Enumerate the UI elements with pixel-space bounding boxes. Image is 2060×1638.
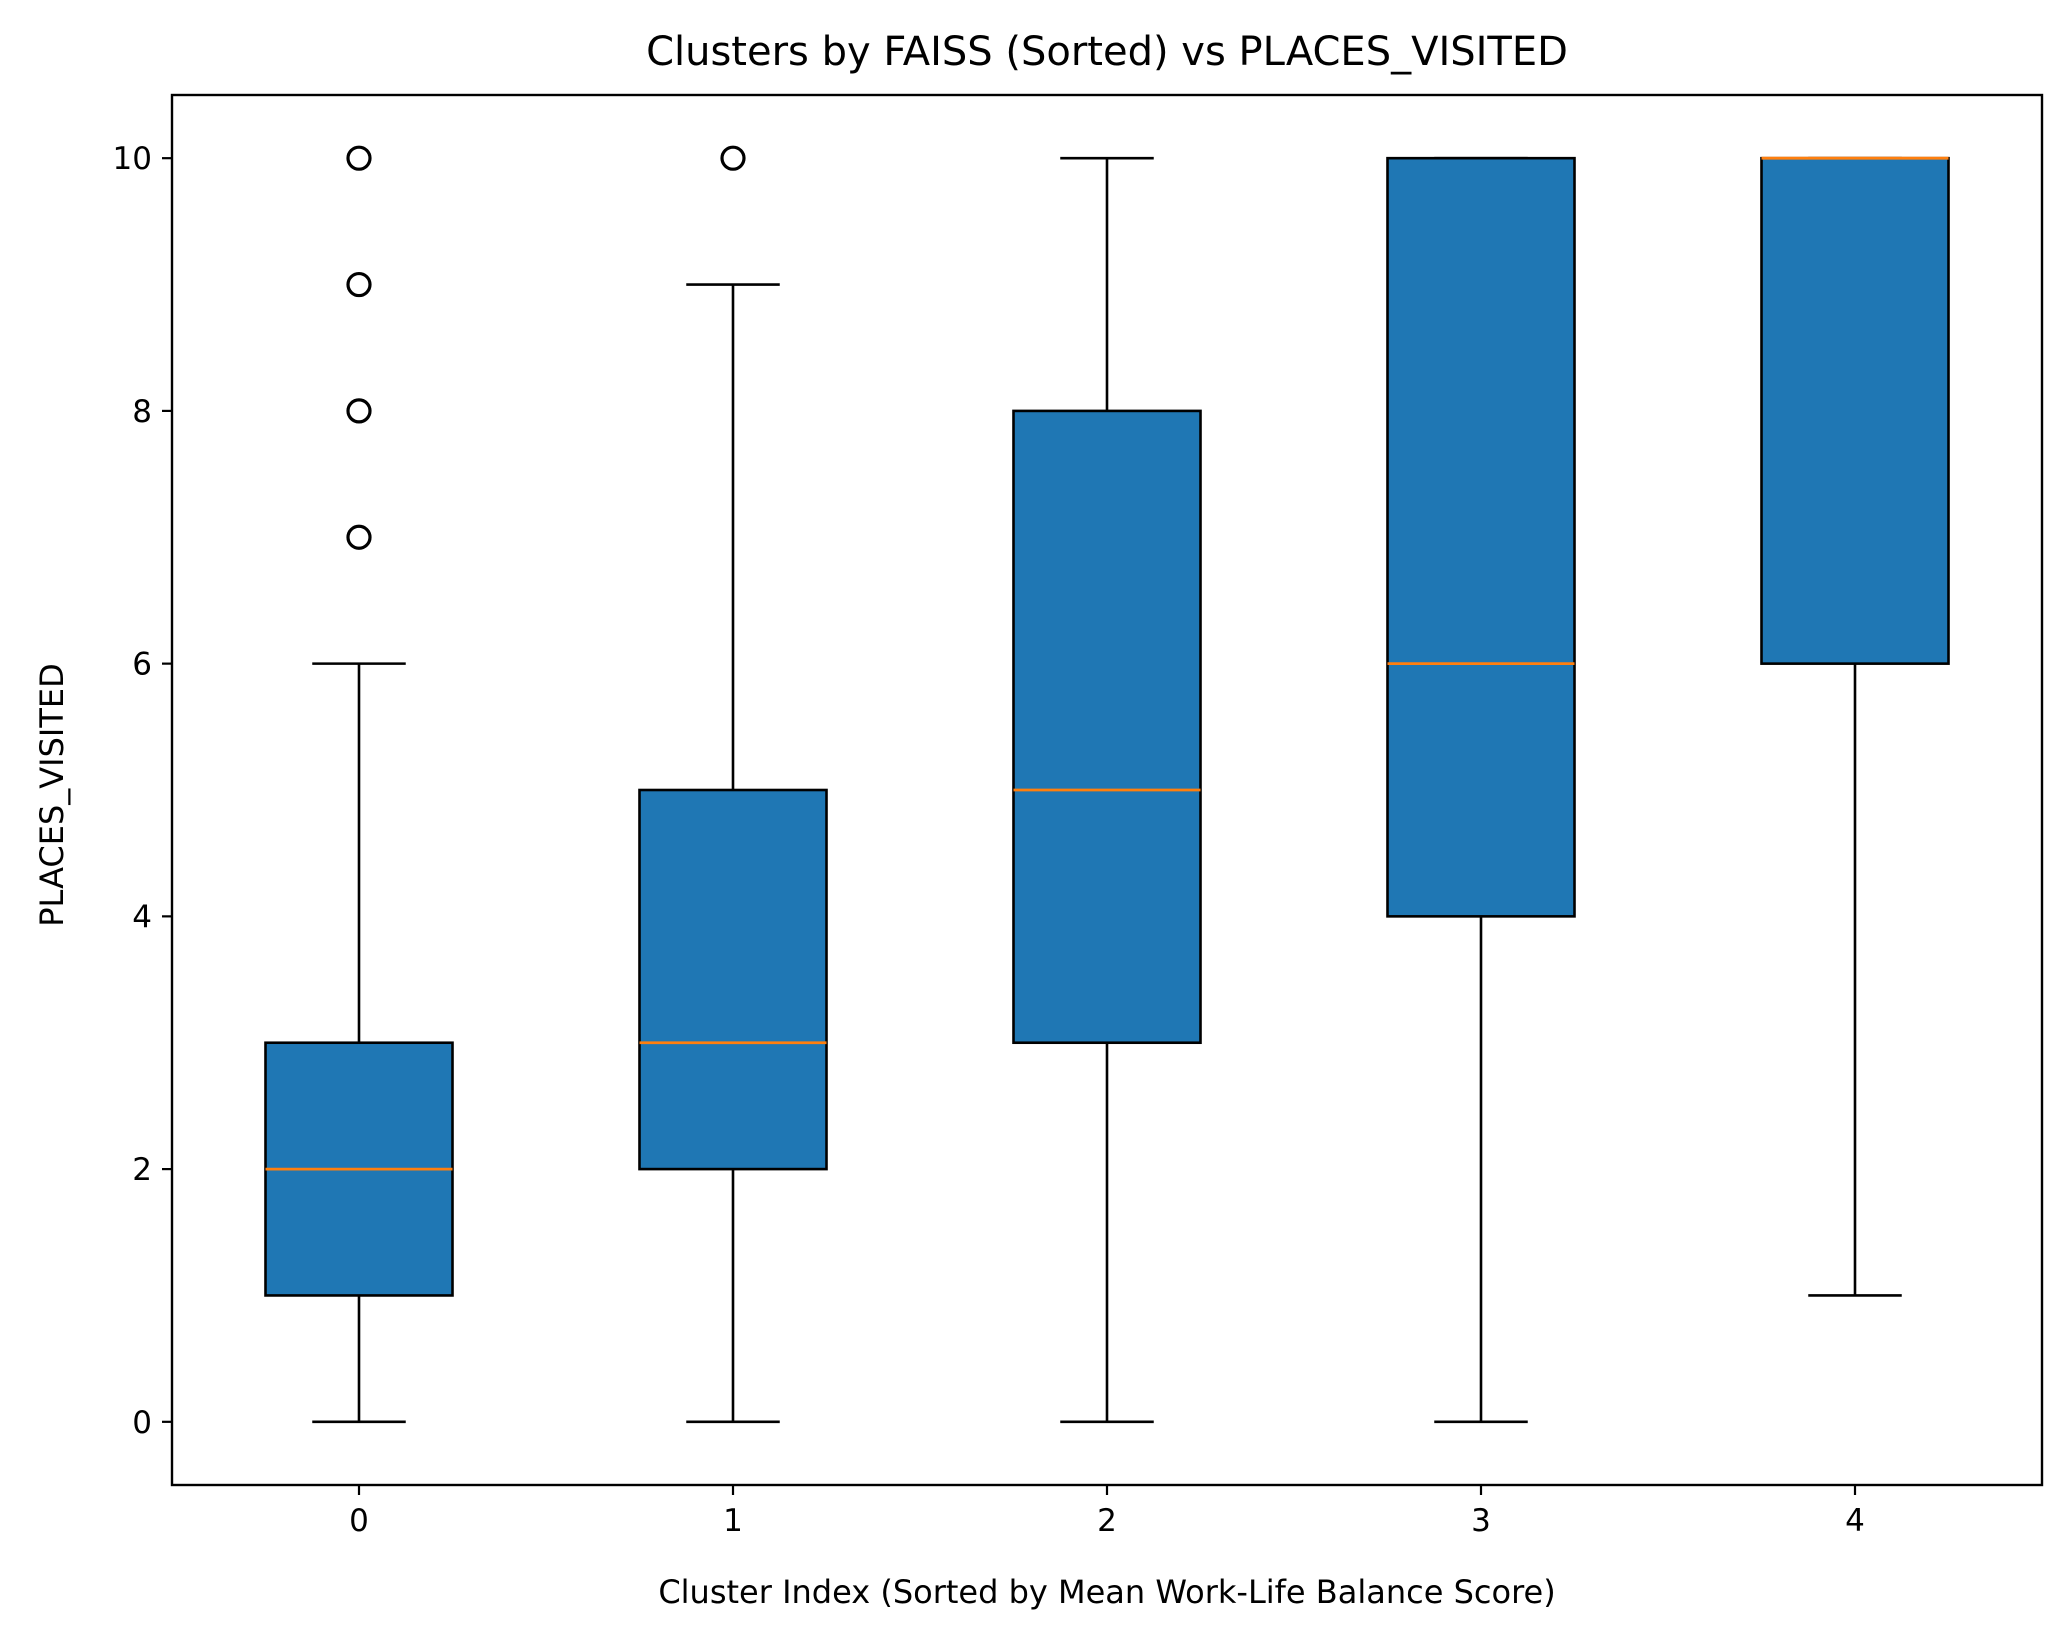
outlier-point <box>346 271 372 298</box>
y-tick-label: 8 <box>132 394 152 430</box>
box-iqr <box>1012 409 1202 1045</box>
x-tick-label: 4 <box>1845 1503 1865 1539</box>
chart-title: Clusters by FAISS (Sorted) vs PLACES_VIS… <box>646 29 1568 75</box>
x-tick-label: 0 <box>349 1503 369 1539</box>
outlier-point <box>346 145 372 171</box>
box-iqr <box>638 788 828 1171</box>
box-group-3 <box>1386 156 1576 1424</box>
x-tick-label: 2 <box>1097 1503 1117 1539</box>
y-tick-label: 2 <box>132 1152 152 1188</box>
y-tick-label: 6 <box>132 647 152 683</box>
box-iqr <box>1760 156 1950 665</box>
box-group-4 <box>1760 156 1950 1297</box>
outlier-point <box>346 524 372 550</box>
y-axis-label: PLACES_VISITED <box>33 663 71 927</box>
outlier-point <box>720 145 746 171</box>
box-iqr <box>1386 156 1576 918</box>
y-tick-label: 10 <box>113 141 152 177</box>
plot-area <box>264 145 1950 1424</box>
x-axis-label: Cluster Index (Sorted by Mean Work-Life … <box>658 1573 1555 1611</box>
box-group-0 <box>264 145 454 1424</box>
x-tick-label: 1 <box>723 1503 743 1539</box>
axes: 0 2 4 6 8 10 0 1 2 3 4 <box>113 93 2044 1539</box>
y-tick-label: 0 <box>132 1405 152 1441</box>
box-group-2 <box>1012 156 1202 1424</box>
y-tick-label: 4 <box>132 899 152 935</box>
x-tick-label: 3 <box>1471 1503 1491 1539</box>
outlier-point <box>346 398 372 424</box>
box-group-1 <box>638 145 828 1424</box>
